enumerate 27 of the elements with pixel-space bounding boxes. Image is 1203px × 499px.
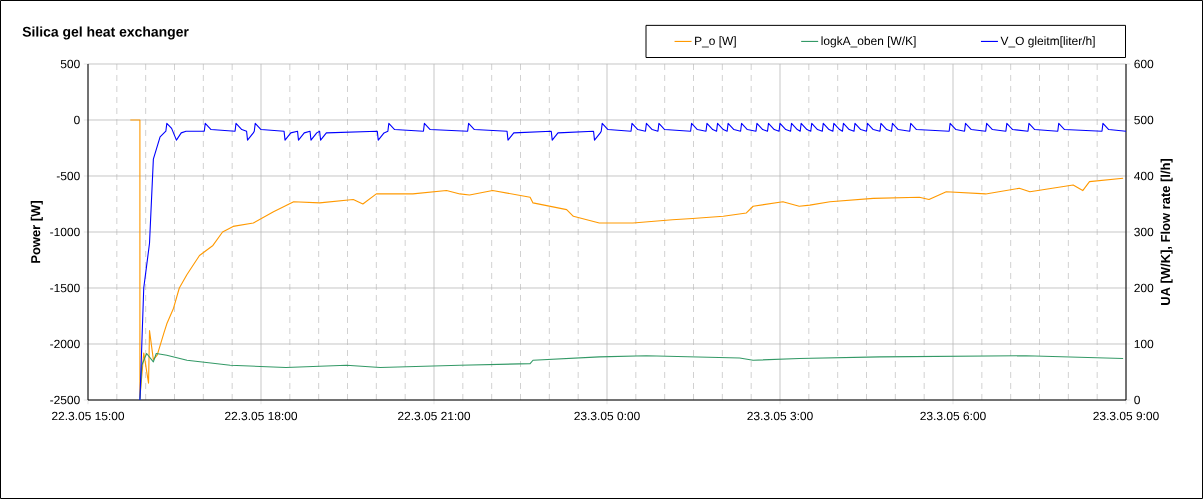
y2-tick-label: 100 [1134, 339, 1154, 349]
x-tick-label: 23.3.05 9:00 [1093, 411, 1159, 421]
x-tick-label: 22.3.05 21:00 [398, 411, 471, 421]
y2-tick-label: 200 [1134, 283, 1154, 293]
legend-label: P_o [W] [695, 36, 736, 48]
y2-axis-title: UA [W/K], Flow rate [l/h] [1160, 158, 1173, 305]
x-tick-label: 23.3.05 6:00 [920, 411, 986, 421]
y-tick-label: 0 [74, 115, 80, 125]
y-tick-label: 500 [60, 59, 80, 69]
chart-title: Silica gel heat exchanger [22, 26, 189, 40]
y-tick-label: -1500 [50, 283, 80, 293]
y-tick-label: -1000 [50, 227, 80, 237]
y-tick-label: -2500 [50, 395, 80, 405]
legend-label: logkA_oben [W/K] [821, 36, 916, 48]
x-tick-label: 23.3.05 3:00 [747, 411, 813, 421]
y-tick-label: -2000 [50, 339, 80, 349]
y2-tick-label: 600 [1134, 59, 1154, 69]
x-tick-label: 22.3.05 18:00 [225, 411, 298, 421]
y2-tick-label: 300 [1134, 227, 1154, 237]
y-tick-label: -500 [56, 171, 80, 181]
y2-tick-label: 400 [1134, 171, 1154, 181]
x-tick-label: 22.3.05 15:00 [52, 411, 125, 421]
y2-tick-label: 0 [1134, 395, 1140, 405]
y2-tick-label: 500 [1134, 115, 1154, 125]
x-tick-label: 23.3.05 0:00 [574, 411, 640, 421]
y-axis-title: Power [W] [30, 201, 43, 263]
legend-label: V_O gleitm[liter/h] [1000, 36, 1095, 48]
